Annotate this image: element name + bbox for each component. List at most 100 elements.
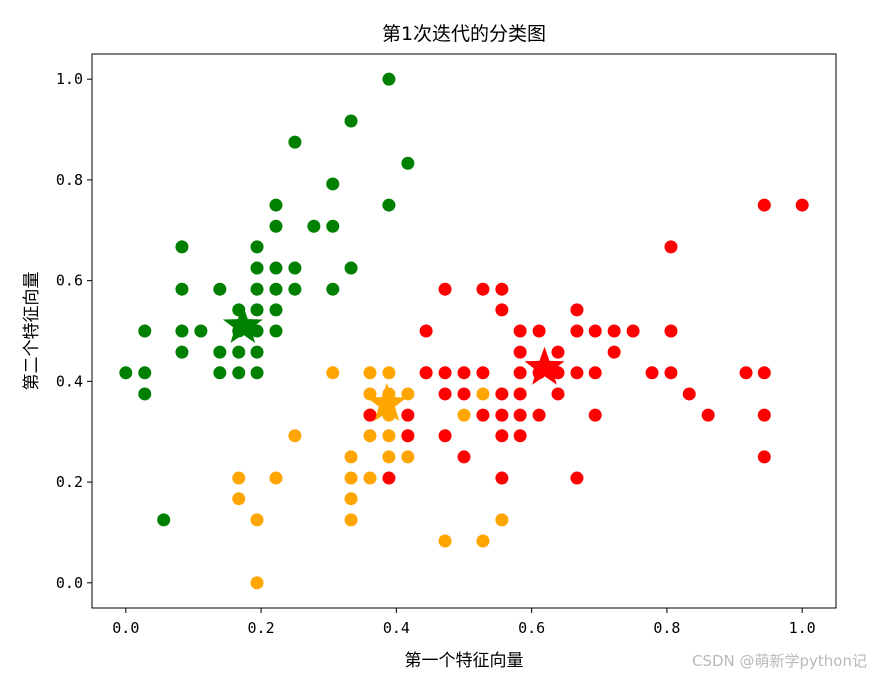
data-point-0-17 xyxy=(250,261,264,275)
data-point-0-35 xyxy=(344,261,358,275)
data-point-2-14 xyxy=(476,408,490,422)
data-point-2-5 xyxy=(419,366,433,380)
data-point-0-36 xyxy=(382,72,396,86)
y-tick-label-0: 0.0 xyxy=(56,574,83,592)
data-point-0-39 xyxy=(232,345,246,359)
data-point-2-37 xyxy=(588,408,602,422)
data-point-0-11 xyxy=(213,345,227,359)
data-point-2-33 xyxy=(570,366,584,380)
data-point-2-23 xyxy=(513,387,527,401)
data-point-2-41 xyxy=(645,366,659,380)
x-tick-label-5: 1.0 xyxy=(789,619,816,637)
data-point-2-52 xyxy=(795,198,809,212)
data-point-2-29 xyxy=(551,366,565,380)
data-point-2-44 xyxy=(664,366,678,380)
data-point-0-34 xyxy=(344,114,358,128)
data-point-0-2 xyxy=(138,366,152,380)
data-point-1-5 xyxy=(288,429,302,443)
data-point-1-28 xyxy=(495,513,509,527)
x-tick-label-3: 0.6 xyxy=(518,619,545,637)
data-point-2-47 xyxy=(739,366,753,380)
data-point-0-6 xyxy=(175,282,189,296)
y-axis: 0.0 0.2 0.4 0.6 0.8 1.0 xyxy=(56,70,92,592)
data-point-0-23 xyxy=(269,219,283,233)
data-point-2-15 xyxy=(495,282,509,296)
y-tick-label-3: 0.6 xyxy=(56,272,83,290)
data-point-1-15 xyxy=(363,471,377,485)
data-point-0-19 xyxy=(250,303,264,317)
data-point-0-8 xyxy=(175,345,189,359)
data-point-2-51 xyxy=(757,450,771,464)
data-point-2-30 xyxy=(551,387,565,401)
data-point-0-3 xyxy=(138,387,152,401)
data-point-0-21 xyxy=(250,366,264,380)
data-point-0-16 xyxy=(250,240,264,254)
data-point-2-20 xyxy=(495,471,509,485)
data-point-1-8 xyxy=(344,471,358,485)
data-point-2-16 xyxy=(495,303,509,317)
data-point-2-19 xyxy=(495,429,509,443)
data-point-2-0 xyxy=(363,408,377,422)
data-point-2-34 xyxy=(570,471,584,485)
data-point-0-24 xyxy=(269,261,283,275)
data-point-1-9 xyxy=(344,492,358,506)
y-tick-label-5: 1.0 xyxy=(56,70,83,88)
data-point-2-40 xyxy=(626,324,640,338)
data-point-2-3 xyxy=(401,429,415,443)
data-point-0-25 xyxy=(269,282,283,296)
data-point-1-4 xyxy=(269,471,283,485)
data-point-2-9 xyxy=(438,429,452,443)
data-point-1-10 xyxy=(344,513,358,527)
data-point-2-26 xyxy=(532,324,546,338)
data-point-2-39 xyxy=(607,345,621,359)
data-point-2-50 xyxy=(757,408,771,422)
y-tick-label-4: 0.8 xyxy=(56,171,83,189)
data-point-2-17 xyxy=(495,387,509,401)
centroid-star-0 xyxy=(222,304,263,343)
data-point-0-15 xyxy=(232,366,246,380)
data-point-2-55 xyxy=(551,345,565,359)
data-point-2-46 xyxy=(701,408,715,422)
data-point-1-0 xyxy=(232,471,246,485)
data-point-0-41 xyxy=(250,345,264,359)
data-point-1-24 xyxy=(438,534,452,548)
data-point-0-32 xyxy=(326,219,340,233)
data-point-1-22 xyxy=(401,450,415,464)
centroid-star-1 xyxy=(366,383,407,422)
data-point-2-11 xyxy=(457,387,471,401)
data-point-0-4 xyxy=(157,513,171,527)
data-point-2-1 xyxy=(382,471,396,485)
data-point-0-40 xyxy=(269,324,283,338)
data-point-1-20 xyxy=(382,450,396,464)
data-point-0-29 xyxy=(288,282,302,296)
data-point-0-33 xyxy=(326,282,340,296)
x-tick-label-4: 0.8 xyxy=(653,619,680,637)
y-axis-label: 第二个特征向量 xyxy=(22,272,42,391)
y-tick-label-2: 0.4 xyxy=(56,372,83,390)
data-point-2-53 xyxy=(476,366,490,380)
data-point-2-38 xyxy=(607,324,621,338)
data-point-2-12 xyxy=(457,450,471,464)
data-point-2-21 xyxy=(513,324,527,338)
data-point-0-37 xyxy=(382,198,396,212)
data-point-0-20 xyxy=(250,324,264,338)
data-point-1-19 xyxy=(382,429,396,443)
plot-points xyxy=(119,72,809,590)
data-point-2-13 xyxy=(476,282,490,296)
data-point-1-26 xyxy=(476,387,490,401)
data-point-0-5 xyxy=(175,240,189,254)
data-point-2-35 xyxy=(588,324,602,338)
data-point-0-7 xyxy=(175,324,189,338)
data-point-2-48 xyxy=(757,198,771,212)
data-point-2-45 xyxy=(682,387,696,401)
data-point-1-25 xyxy=(457,408,471,422)
data-point-2-36 xyxy=(588,366,602,380)
data-point-0-12 xyxy=(213,366,227,380)
data-point-0-22 xyxy=(269,198,283,212)
data-point-0-31 xyxy=(326,177,340,191)
plot-centroids xyxy=(222,304,565,422)
data-point-2-18 xyxy=(495,408,509,422)
data-point-2-2 xyxy=(401,408,415,422)
data-point-2-43 xyxy=(664,324,678,338)
